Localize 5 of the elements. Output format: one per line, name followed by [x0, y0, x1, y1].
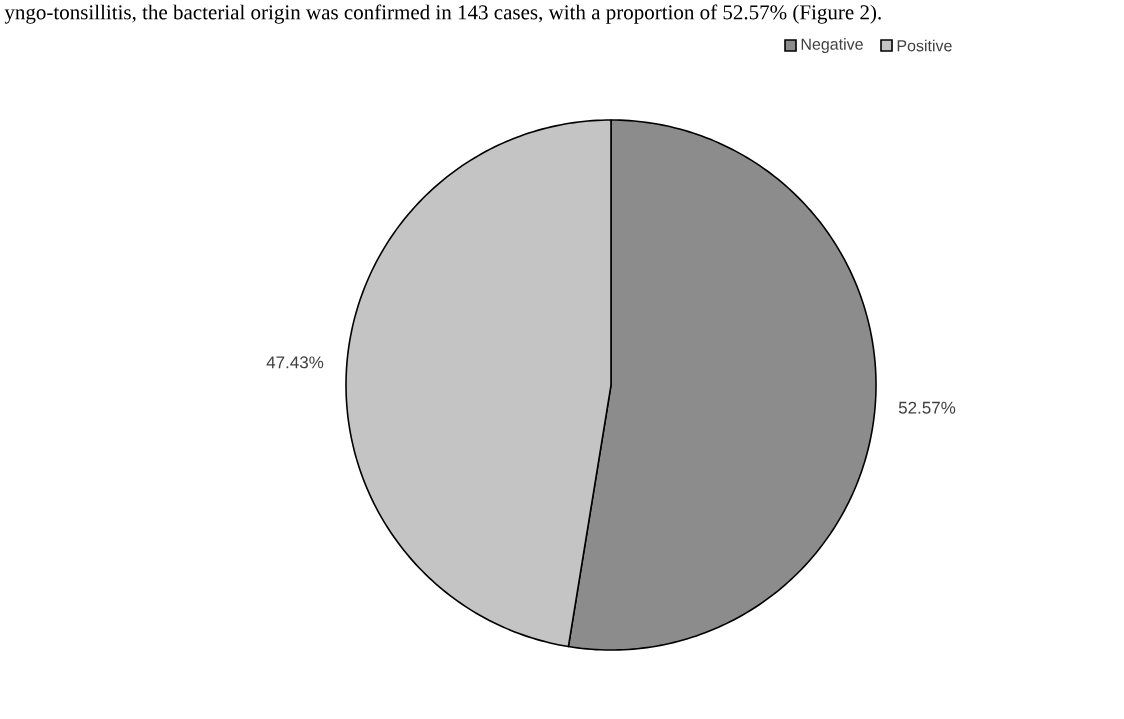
legend-label: Positive	[897, 39, 952, 52]
data-label: 47.43%	[266, 356, 324, 369]
legend-label: Negative	[801, 38, 863, 53]
data-label: 52.57%	[898, 401, 956, 414]
text: yngo-tonsillitis, the bacterial origin was confirmed in 143 cases, with a proportion of 52.57% (Figure 2).	[4, 4, 881, 24]
